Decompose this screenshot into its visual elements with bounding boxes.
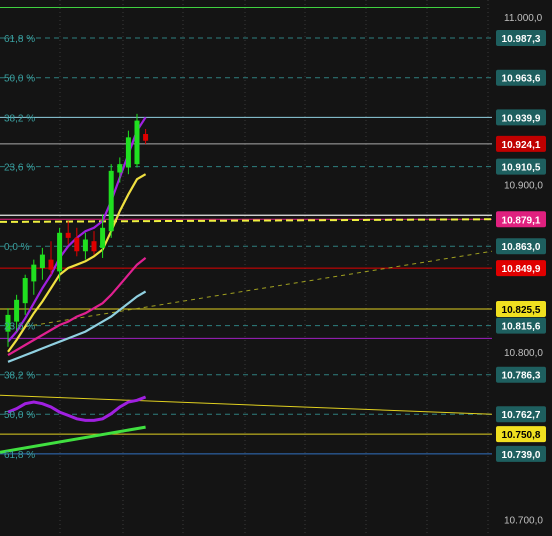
price-label-box: [496, 301, 546, 318]
candle-body: [14, 299, 20, 322]
price-label-text: 10.762,7: [502, 410, 541, 421]
price-label-box: [496, 366, 546, 383]
moving-average-line: [7, 290, 147, 363]
candle-body: [31, 264, 37, 282]
fib-level-label: 50,0 %: [4, 74, 35, 85]
candle-body: [5, 314, 11, 332]
price-label-box: [496, 69, 546, 86]
candle-body: [100, 227, 106, 248]
axis-tick-label: 10.900,0: [504, 180, 543, 191]
price-label-text: 10.924,1: [502, 140, 541, 151]
fib-level-label: 23,6 %: [4, 322, 35, 333]
candle-body: [57, 232, 63, 272]
price-label-box: [496, 30, 546, 47]
candle-body: [117, 164, 123, 173]
candle-body: [134, 120, 140, 165]
candle-body: [48, 259, 54, 270]
candle-body: [143, 134, 149, 141]
axis-tick-label: 10.800,0: [504, 348, 543, 359]
moving-average-line: [7, 173, 147, 353]
yellow-trend: [0, 394, 493, 415]
price-label-box: [496, 109, 546, 126]
candle-body: [22, 278, 28, 304]
price-label-text: 10.879,1: [502, 215, 541, 226]
fib-level-label: 38,2 %: [4, 371, 35, 382]
candle-body: [74, 237, 80, 252]
price-label-text: 10.739,0: [502, 450, 541, 461]
price-label-box: [496, 211, 546, 228]
price-label-text: 10.910,5: [502, 163, 541, 174]
dashed-olive-trend: [25, 250, 493, 328]
fib-level-label: 61,8 %: [4, 450, 35, 461]
fib-level-label: 38,2 %: [4, 113, 35, 124]
candle-body: [39, 254, 45, 268]
price-label-text: 10.750,8: [502, 430, 541, 441]
fib-level-label: 50,0 %: [4, 410, 35, 421]
price-label-box: [496, 317, 546, 334]
price-label-text: 10.939,9: [502, 113, 541, 124]
price-label-box: [496, 426, 546, 443]
fib-level-label: 23,6 %: [4, 163, 35, 174]
price-label-box: [496, 135, 546, 152]
fib-level-label: 0,0 %: [4, 242, 30, 253]
price-label-box: [496, 445, 546, 462]
axis-tick-label: 11.000,0: [504, 13, 543, 24]
candle-body: [108, 170, 114, 232]
fib-level-label: 61,8 %: [4, 34, 35, 45]
price-label-text: 10.786,3: [502, 371, 541, 382]
price-label-box: [496, 406, 546, 423]
price-label-box: [496, 260, 546, 277]
candle-body: [65, 232, 71, 238]
green-trend: [0, 425, 146, 454]
price-label-box: [496, 238, 546, 255]
yellow-white-dashed: [0, 218, 493, 223]
price-label-box: [496, 158, 546, 175]
price-label-text: 10.825,5: [502, 305, 541, 316]
candle-body: [91, 241, 97, 252]
axis-tick-label: 10.700,0: [504, 515, 543, 526]
oscillator-line: [7, 395, 147, 422]
price-label-text: 10.963,6: [502, 74, 541, 85]
price-label-text: 10.987,3: [502, 34, 541, 45]
price-label-text: 10.863,0: [502, 242, 541, 253]
candle-body: [82, 239, 88, 252]
price-label-text: 10.849,9: [502, 264, 541, 275]
moving-average-line: [7, 257, 147, 357]
candle-body: [125, 137, 131, 168]
price-label-text: 10.815,6: [502, 322, 541, 333]
